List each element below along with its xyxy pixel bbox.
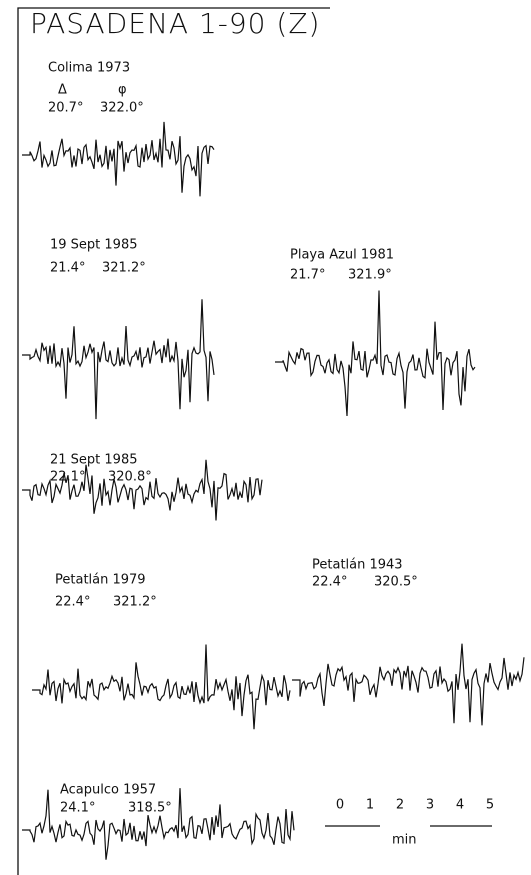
figure-title: PASADENA 1-90 (Z) (30, 7, 320, 40)
phi-value: 322.0° (100, 101, 144, 116)
phi-value: 321.2° (113, 595, 157, 610)
scale-tick: 3 (426, 798, 434, 813)
record-name: Colima 1973 (48, 61, 130, 76)
delta-header: Δ (58, 83, 67, 98)
delta-value: 21.4° (50, 261, 85, 276)
record-name: 21 Sept 1985 (50, 453, 138, 468)
delta-value: 24.1° (60, 801, 95, 816)
record-name: 19 Sept 1985 (50, 238, 138, 253)
scale-tick: 1 (366, 798, 374, 813)
delta-value: 22.4° (55, 595, 90, 610)
scale-tick: 0 (336, 798, 344, 813)
record-name: Acapulco 1957 (60, 783, 156, 798)
record-name: Playa Azul 1981 (290, 248, 394, 263)
delta-value: 22.4° (312, 575, 347, 590)
background (0, 0, 531, 875)
phi-header: φ (118, 83, 127, 98)
record-name: Petatlán 1979 (55, 573, 146, 588)
phi-value: 321.9° (348, 268, 392, 283)
scale-unit: min (392, 833, 417, 848)
phi-value: 318.5° (128, 801, 172, 816)
phi-value: 321.2° (102, 261, 146, 276)
figure: PASADENA 1-90 (Z) Δ φ Colima 197320.7°32… (0, 0, 531, 875)
scale-tick: 2 (396, 798, 404, 813)
scale-tick: 5 (486, 798, 494, 813)
scale-tick: 4 (456, 798, 464, 813)
delta-value: 20.7° (48, 101, 83, 116)
record-name: Petatlán 1943 (312, 558, 403, 573)
phi-value: 320.5° (374, 575, 418, 590)
delta-value: 21.7° (290, 268, 325, 283)
